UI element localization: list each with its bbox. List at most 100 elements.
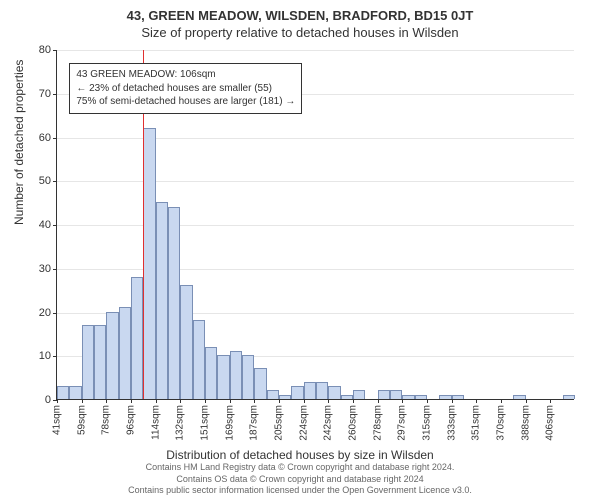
- xtick-mark: [254, 399, 255, 403]
- footer-line-3: Contains public sector information licen…: [0, 485, 600, 496]
- ytick-label: 70: [39, 88, 51, 100]
- xtick-label: 187sqm: [249, 405, 260, 441]
- xtick-label: 114sqm: [150, 405, 161, 440]
- xtick-label: 406sqm: [545, 405, 556, 441]
- histogram-bar: [119, 307, 131, 399]
- histogram-bar: [563, 395, 575, 399]
- histogram-bar: [304, 382, 316, 400]
- histogram-bar: [328, 386, 340, 399]
- histogram-bar: [230, 351, 242, 399]
- xtick-mark: [279, 399, 280, 403]
- xtick-label: 388sqm: [520, 405, 531, 441]
- histogram-bar: [156, 202, 168, 399]
- histogram-bar: [94, 325, 106, 399]
- histogram-bar: [69, 386, 81, 399]
- annotation-line: 75% of semi-detached houses are larger (…: [76, 95, 295, 109]
- ytick-mark: [53, 225, 57, 226]
- chart-plot-area: 0102030405060708041sqm59sqm78sqm96sqm114…: [56, 50, 574, 400]
- ytick-label: 40: [39, 219, 51, 231]
- xtick-mark: [57, 399, 58, 403]
- histogram-bar: [316, 382, 328, 400]
- xtick-label: 333sqm: [446, 405, 457, 441]
- footer-line-2: Contains OS data © Crown copyright and d…: [0, 474, 600, 485]
- xtick-mark: [476, 399, 477, 403]
- xtick-mark: [550, 399, 551, 403]
- gridline: [57, 225, 574, 226]
- ytick-label: 60: [39, 132, 51, 144]
- chart-title-sub: Size of property relative to detached ho…: [0, 23, 600, 44]
- histogram-bar: [267, 390, 279, 399]
- xtick-label: 151sqm: [200, 405, 211, 441]
- xtick-mark: [378, 399, 379, 403]
- xtick-mark: [526, 399, 527, 403]
- histogram-bar: [291, 386, 303, 399]
- annotation-line: 43 GREEN MEADOW: 106sqm: [76, 68, 295, 82]
- xtick-mark: [304, 399, 305, 403]
- histogram-bar: [279, 395, 291, 399]
- histogram-bar: [390, 390, 402, 399]
- xtick-label: 205sqm: [274, 405, 285, 441]
- ytick-mark: [53, 181, 57, 182]
- xtick-label: 297sqm: [397, 405, 408, 441]
- xtick-mark: [427, 399, 428, 403]
- xtick-label: 315sqm: [422, 405, 433, 441]
- xtick-mark: [131, 399, 132, 403]
- histogram-bar: [131, 277, 143, 400]
- xtick-mark: [501, 399, 502, 403]
- histogram-bar: [57, 386, 69, 399]
- xtick-label: 370sqm: [496, 405, 507, 441]
- histogram-bar: [217, 355, 229, 399]
- xtick-mark: [328, 399, 329, 403]
- histogram-bar: [193, 320, 205, 399]
- ytick-mark: [53, 269, 57, 270]
- xtick-mark: [402, 399, 403, 403]
- gridline: [57, 269, 574, 270]
- histogram-bar: [168, 207, 180, 400]
- xtick-label: 78sqm: [101, 405, 112, 435]
- chart-footer: Contains HM Land Registry data © Crown c…: [0, 462, 600, 496]
- xtick-mark: [106, 399, 107, 403]
- xtick-mark: [205, 399, 206, 403]
- ytick-mark: [53, 356, 57, 357]
- xtick-label: 96sqm: [126, 405, 137, 435]
- gridline: [57, 138, 574, 139]
- xtick-label: 224sqm: [298, 405, 309, 441]
- xtick-mark: [452, 399, 453, 403]
- histogram-bar: [254, 368, 266, 399]
- chart-title-main: 43, GREEN MEADOW, WILSDEN, BRADFORD, BD1…: [0, 0, 600, 23]
- plot-surface: 0102030405060708041sqm59sqm78sqm96sqm114…: [56, 50, 574, 400]
- annotation-box: 43 GREEN MEADOW: 106sqm← 23% of detached…: [69, 63, 302, 114]
- xtick-label: 59sqm: [76, 405, 87, 435]
- xtick-mark: [180, 399, 181, 403]
- xtick-label: 132sqm: [175, 405, 186, 441]
- xtick-label: 278sqm: [372, 405, 383, 441]
- xtick-mark: [156, 399, 157, 403]
- histogram-bar: [242, 355, 254, 399]
- xtick-label: 242sqm: [323, 405, 334, 441]
- xtick-label: 41sqm: [52, 405, 63, 435]
- xtick-label: 351sqm: [471, 405, 482, 441]
- ytick-label: 10: [39, 350, 51, 362]
- ytick-mark: [53, 94, 57, 95]
- histogram-bar: [415, 395, 427, 399]
- ytick-label: 30: [39, 263, 51, 275]
- ytick-label: 50: [39, 175, 51, 187]
- histogram-bar: [205, 347, 217, 400]
- ytick-label: 80: [39, 44, 51, 56]
- histogram-bar: [378, 390, 390, 399]
- histogram-bar: [513, 395, 525, 399]
- histogram-bar: [402, 395, 414, 399]
- footer-line-1: Contains HM Land Registry data © Crown c…: [0, 462, 600, 473]
- histogram-bar: [82, 325, 94, 399]
- xtick-label: 169sqm: [224, 405, 235, 441]
- histogram-bar: [353, 390, 365, 399]
- ytick-label: 20: [39, 307, 51, 319]
- gridline: [57, 181, 574, 182]
- histogram-bar: [180, 285, 192, 399]
- x-axis-label: Distribution of detached houses by size …: [0, 448, 600, 462]
- histogram-bar: [341, 395, 353, 399]
- histogram-bar: [106, 312, 118, 400]
- y-axis-label: Number of detached properties: [12, 60, 26, 225]
- histogram-bar: [143, 128, 155, 399]
- gridline: [57, 50, 574, 51]
